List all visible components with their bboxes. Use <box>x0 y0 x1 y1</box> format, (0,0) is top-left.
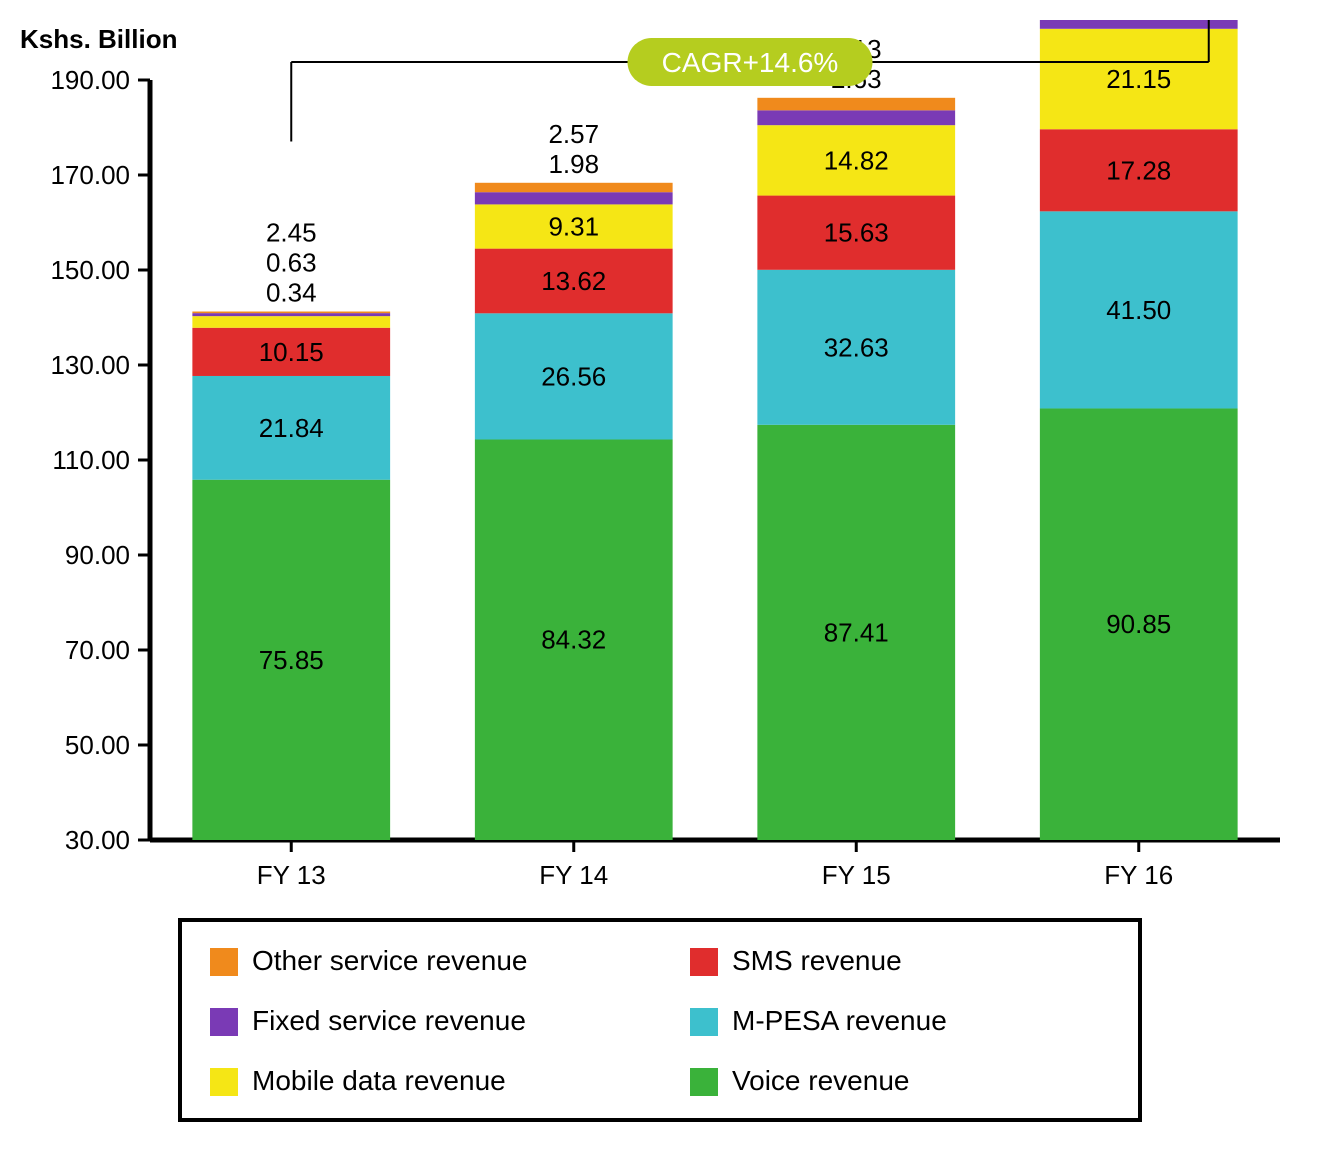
value-label: 15.63 <box>824 218 889 248</box>
x-tick-label: FY 13 <box>257 860 326 890</box>
value-label: 41.50 <box>1106 295 1171 325</box>
legend-swatch-voice <box>690 1068 718 1096</box>
x-tick-label: FY 15 <box>822 860 891 890</box>
value-label: 2.57 <box>548 119 599 149</box>
y-tick-label: 70.00 <box>65 635 130 665</box>
value-label: 2.45 <box>266 218 317 248</box>
legend-swatch-fixed <box>210 1008 238 1036</box>
legend-swatch-sms <box>690 948 718 976</box>
value-label: 9.31 <box>548 212 599 242</box>
x-tick-label: FY 14 <box>539 860 608 890</box>
y-tick-label: 50.00 <box>65 730 130 760</box>
legend-label-mpesa: M-PESA revenue <box>732 1005 947 1036</box>
legend-swatch-mobile <box>210 1068 238 1096</box>
chart-container: Kshs. Billion 30.00 50.00 70.00 90.00 110.00 1… <box>20 20 1309 1143</box>
legend-label-fixed: Fixed service revenue <box>252 1005 526 1036</box>
y-tick-label: 30.00 <box>65 825 130 855</box>
value-label: 17.28 <box>1106 155 1171 185</box>
bar-segment-mobile <box>192 316 390 328</box>
value-label: 1.98 <box>548 149 599 179</box>
value-label: 32.63 <box>824 332 889 362</box>
bar-segment-fixed <box>475 192 673 204</box>
y-tick-label: 170.00 <box>50 160 130 190</box>
value-label: 14.82 <box>824 145 889 175</box>
y-axis-title: Kshs. Billion <box>20 24 177 54</box>
cagr-label: CAGR+14.6% <box>662 47 839 78</box>
value-label: 21.84 <box>259 413 324 443</box>
y-tick-label: 150.00 <box>50 255 130 285</box>
bar-segment-other <box>475 183 673 192</box>
x-tick-label: FY 16 <box>1104 860 1173 890</box>
value-label: 84.32 <box>541 625 606 655</box>
value-label: 13.62 <box>541 266 606 296</box>
legend-label-other: Other service revenue <box>252 945 527 976</box>
y-tick-label: 130.00 <box>50 350 130 380</box>
value-label: 10.15 <box>259 337 324 367</box>
legend-label-mobile: Mobile data revenue <box>252 1065 506 1096</box>
y-tick-label: 90.00 <box>65 540 130 570</box>
stacked-bar-chart: Kshs. Billion 30.00 50.00 70.00 90.00 110.00 1… <box>20 20 1309 1143</box>
bar-segment-other <box>192 312 390 314</box>
value-label: 75.85 <box>259 645 324 675</box>
value-label: 87.41 <box>824 617 889 647</box>
legend-swatch-other <box>210 948 238 976</box>
legend-swatch-mpesa <box>690 1008 718 1036</box>
value-label: 0.34 <box>266 278 317 308</box>
y-tick-label: 110.00 <box>52 445 130 475</box>
legend-label-sms: SMS revenue <box>732 945 902 976</box>
bar-segment-fixed <box>192 313 390 316</box>
value-label: 0.63 <box>266 248 317 278</box>
value-label: 90.85 <box>1106 609 1171 639</box>
bar-segment-other <box>757 98 955 110</box>
bar-segment-fixed <box>757 110 955 125</box>
value-label: 21.15 <box>1106 64 1171 94</box>
value-label: 26.56 <box>541 361 606 391</box>
y-tick-label: 190.00 <box>50 65 130 95</box>
legend-label-voice: Voice revenue <box>732 1065 909 1096</box>
